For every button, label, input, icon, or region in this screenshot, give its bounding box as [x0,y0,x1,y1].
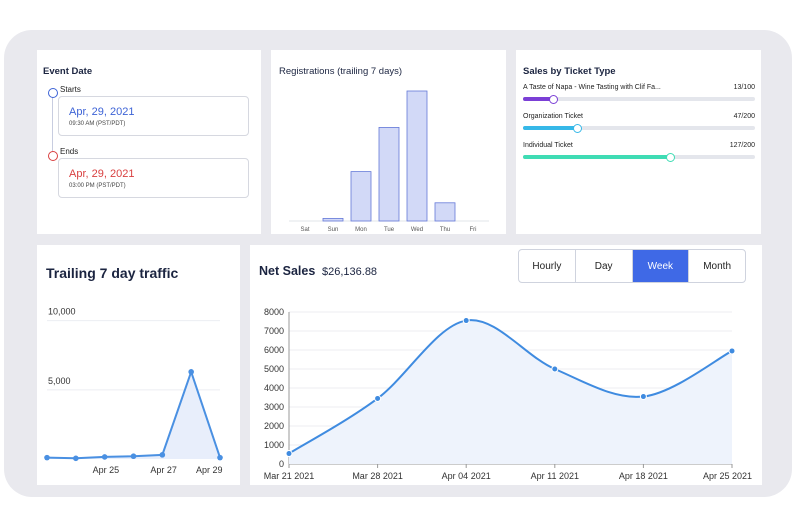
ticket-sales-card: Sales by Ticket Type A Taste of Napa - W… [516,50,761,234]
traffic-point [73,455,79,462]
period-tabs: Hourly Day Week Month [518,249,746,283]
registration-tick-thu: Thu [440,227,450,233]
traffic-x-tick: Apr 25 [93,465,120,475]
sales-x-tick: Apr 25 2021 [703,471,752,481]
ticket-progress-track [523,97,755,101]
traffic-x-tick: Apr 27 [150,465,177,475]
net-sales-line-chart: 0 1000 2000 3000 4000 5000 6000 7000 8000 Mar 21 … [264,307,752,481]
end-time-value: 03:00 PM (PST/PDT) [69,183,126,189]
sales-y-tick: 4000 [264,383,284,393]
sales-x-tick: Mar 28 2021 [352,471,403,481]
registrations-card: Registrations (trailing 7 days) Sat Sun Mo… [271,50,506,234]
traffic-y-tick: 5,000 [48,376,71,386]
traffic-card: Trailing 7 day traffic 10,000 5,000 Apr 25… [37,245,240,485]
tab-week[interactable]: Week [632,250,690,282]
registration-bar-wed [406,90,428,222]
sales-x-tick: Apr 18 2021 [619,471,668,481]
sales-point [551,365,559,373]
net-sales-total: $26,136.88 [322,266,378,278]
ticket-name: Organization Ticket [523,113,583,120]
sales-x-tick: Apr 04 2021 [442,471,491,481]
traffic-title: Trailing 7 day traffic [46,265,179,281]
ticket-progress-handle[interactable] [573,123,583,133]
registrations-title: Registrations (trailing 7 days) [279,66,403,77]
ticket-sales-title: Sales by Ticket Type [523,66,616,77]
registration-tick-tue: Tue [384,227,395,233]
registration-tick-sun: Sun [328,227,339,233]
sales-point [462,317,470,325]
sales-y-tick: 5000 [264,364,284,374]
sales-line [288,319,733,455]
ticket-progress-handle[interactable] [548,94,558,104]
tab-day[interactable]: Day [576,250,633,282]
sales-point [728,347,736,355]
event-date-title: Event Date [43,66,93,77]
registration-bar-tue [378,127,400,222]
end-date-field[interactable]: Apr, 29, 2021 03:00 PM (PST/PDT) [58,158,249,198]
traffic-point [188,369,194,375]
ticket-name: A Taste of Napa - Wine Tasting with Clif… [523,84,661,91]
ticket-count: 47/200 [733,113,755,120]
start-date-field[interactable]: Apr, 29, 2021 09:30 AM (PST/PDT) [58,96,249,136]
registration-tick-wed: Wed [411,227,423,233]
starts-label: Starts [60,85,81,94]
sales-point [374,394,382,402]
registration-tick-sat: Sat [300,227,309,233]
traffic-area-chart: 10,000 5,000 Apr 25 Apr 27 Apr 29 [44,307,223,475]
sales-y-tick: 6000 [264,345,284,355]
sales-point [285,450,293,458]
registration-bar-thu [434,202,456,222]
ticket-progress-track [523,126,755,130]
ticket-progress-fill [523,97,554,101]
start-time-value: 09:30 AM (PST/PDT) [69,121,126,127]
registration-tick-fri: Fri [470,227,477,233]
sales-y-tick: 1000 [264,440,284,450]
ticket-count: 127/200 [729,142,755,149]
registrations-bar-chart: Sat Sun Mon Tue Wed Thu Fri [289,90,489,233]
event-date-card: Event Date Starts Apr, 29, 2021 09:30 AM… [37,50,261,234]
sales-y-tick: 8000 [264,307,284,317]
sales-y-tick: 7000 [264,326,284,336]
traffic-y-tick: 10,000 [48,307,76,317]
ticket-row: Organization Ticket 47/200 [523,113,755,141]
traffic-area [47,371,220,459]
sales-y-tick: 2000 [264,421,284,431]
start-dot-icon [48,88,58,98]
sales-x-tick: Apr 11 2021 [531,471,579,481]
traffic-point [130,453,137,460]
end-dot-icon [48,151,58,161]
sales-y-tick: 3000 [264,402,284,412]
ticket-count: 13/100 [733,84,755,91]
registration-bar-sun [322,217,344,222]
net-sales-title: Net Sales [259,264,316,278]
end-date-value: Apr, 29, 2021 [69,168,135,180]
sales-y-tick: 0 [279,459,284,469]
net-sales-card: Net Sales $26,136.88 Hourly Day Week Month … [250,245,762,485]
ticket-row: A Taste of Napa - Wine Tasting with Clif… [523,84,755,112]
registration-tick-mon: Mon [355,227,367,233]
start-date-value: Apr, 29, 2021 [69,106,135,118]
traffic-point [159,452,166,458]
ticket-progress-handle[interactable] [665,152,675,162]
traffic-point [101,454,108,460]
registration-bar-mon [350,171,372,222]
ticket-progress-fill [523,155,671,159]
traffic-point [217,454,223,461]
traffic-x-tick: Apr 29 [196,465,223,475]
sales-x-tick: Mar 21 2021 [264,471,315,481]
ticket-row: Individual Ticket 127/200 [523,142,755,170]
tab-month[interactable]: Month [703,260,732,272]
sales-point [639,393,647,401]
ticket-name: Individual Ticket [523,142,573,149]
tab-hourly[interactable]: Hourly [519,250,576,282]
ticket-progress-fill [523,126,578,130]
traffic-point [44,454,50,461]
ends-label: Ends [60,147,79,156]
timeline-connector [52,95,53,157]
sales-area [289,320,732,464]
